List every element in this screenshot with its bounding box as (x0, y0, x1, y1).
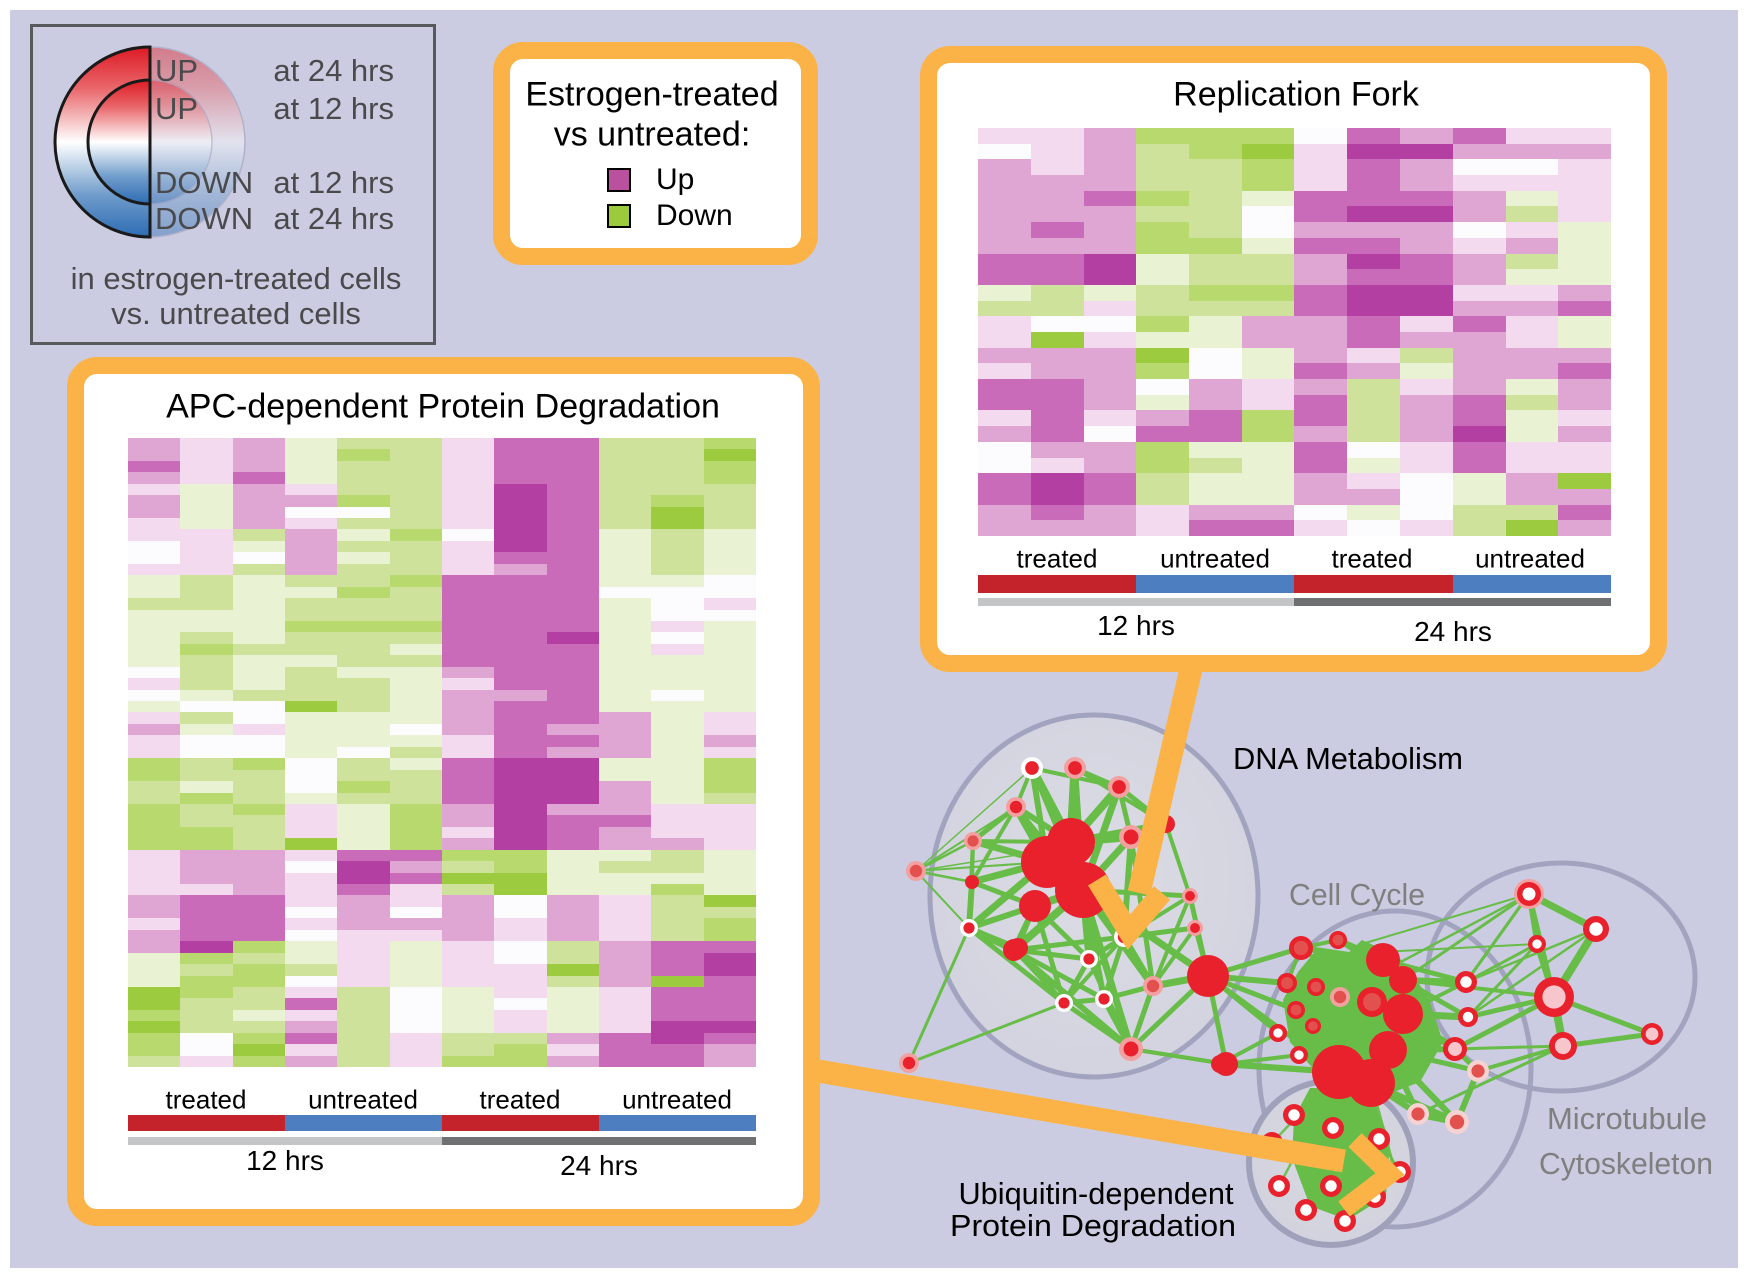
svg-text:Protein Degradation: Protein Degradation (950, 1208, 1236, 1243)
svg-text:Cytoskeleton: Cytoskeleton (1539, 1146, 1713, 1181)
svg-text:Ubiquitin-dependent: Ubiquitin-dependent (959, 1176, 1234, 1211)
svg-text:Microtubule: Microtubule (1547, 1101, 1707, 1136)
svg-text:DNA Metabolism: DNA Metabolism (1233, 741, 1463, 776)
svg-text:Cell Cycle: Cell Cycle (1289, 877, 1425, 912)
